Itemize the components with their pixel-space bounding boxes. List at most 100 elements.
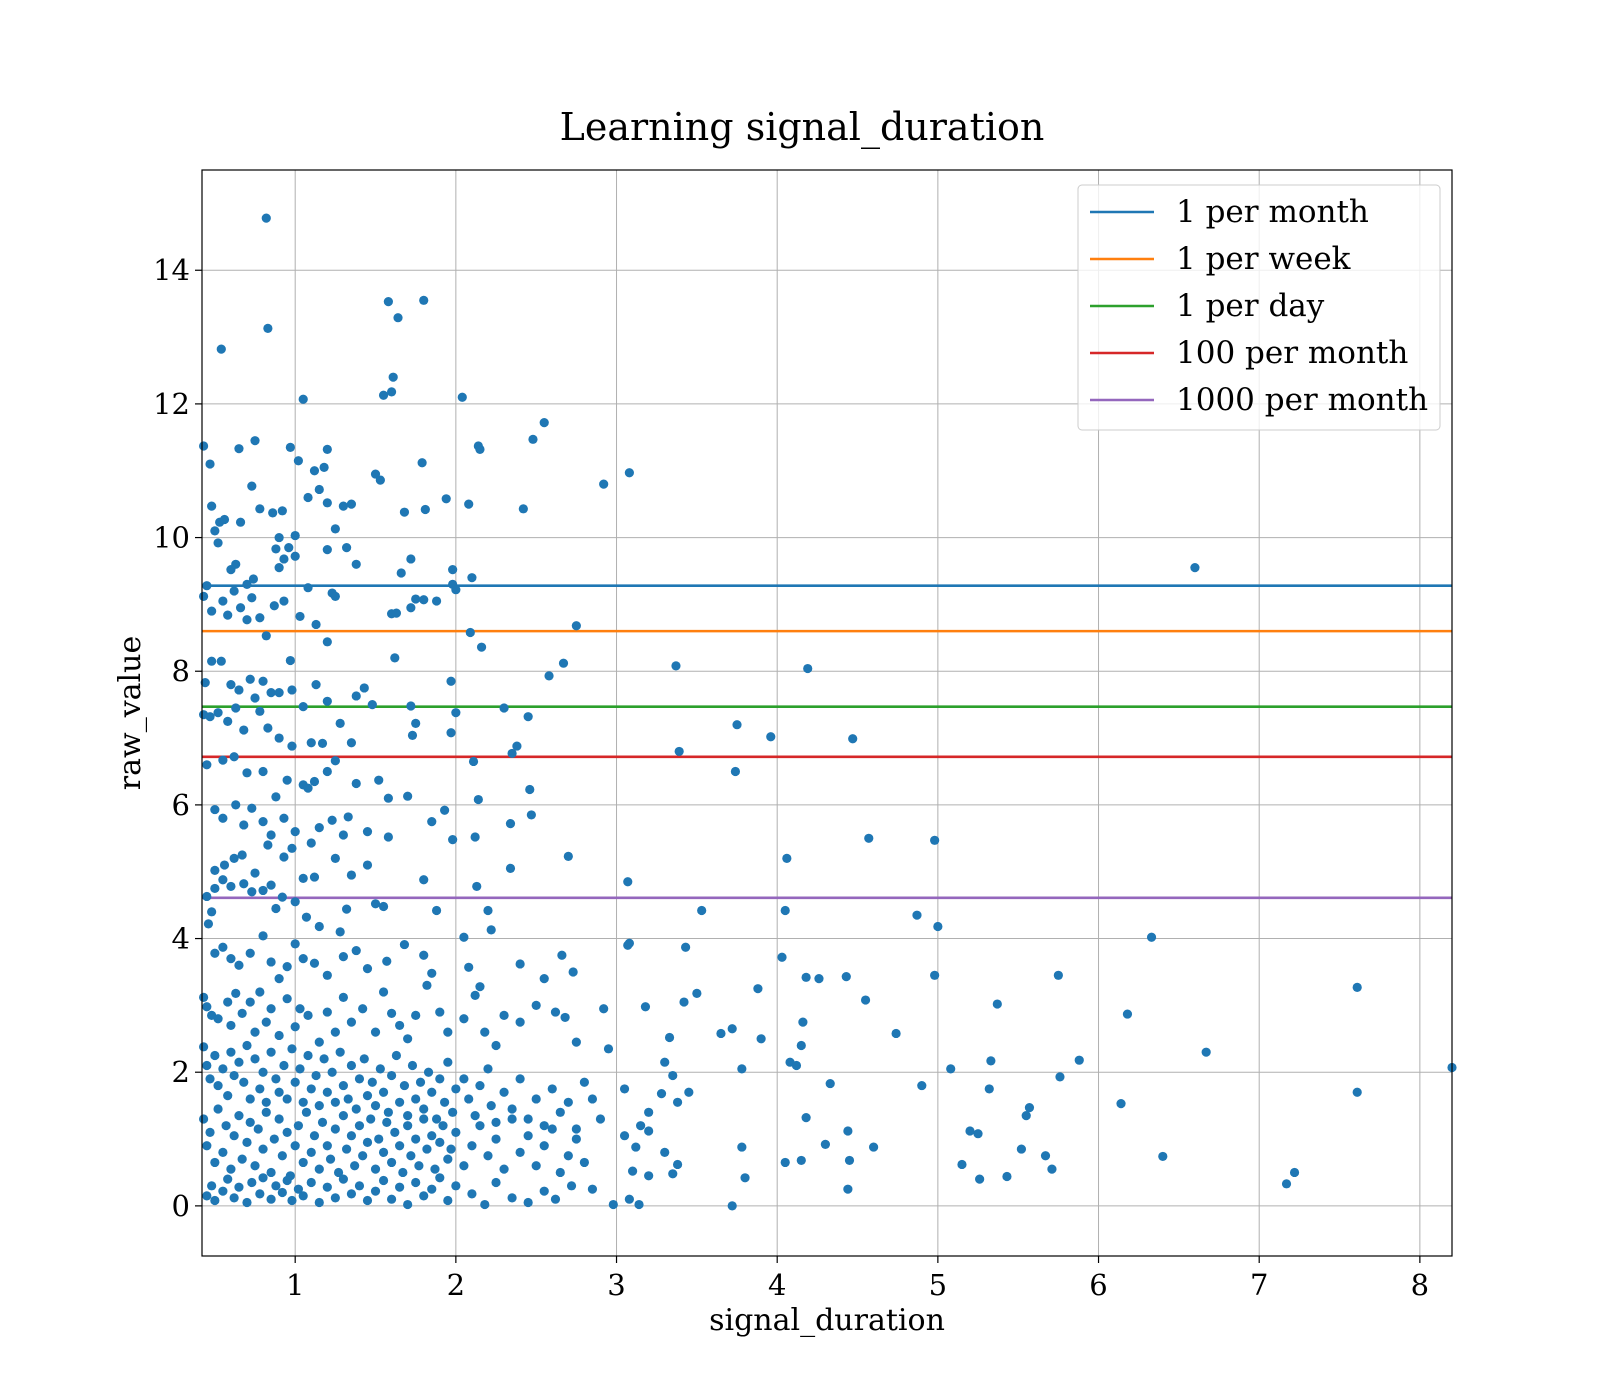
data-point — [298, 1157, 308, 1168]
data-point — [378, 987, 389, 997]
data-point — [358, 1004, 368, 1014]
data-point — [202, 891, 212, 902]
data-point — [499, 703, 509, 713]
data-point — [277, 1151, 287, 1161]
data-point — [242, 1040, 252, 1051]
data-point — [443, 1057, 453, 1067]
data-point — [231, 703, 241, 713]
data-point — [986, 1056, 996, 1066]
data-point — [287, 1195, 297, 1206]
data-point — [218, 813, 228, 823]
data-point — [333, 1167, 344, 1178]
data-point — [1158, 1151, 1168, 1162]
data-point — [298, 954, 308, 964]
data-point — [374, 1134, 384, 1144]
data-point — [311, 1070, 321, 1081]
data-point — [213, 538, 223, 548]
data-point — [608, 1199, 618, 1210]
data-point — [1053, 970, 1063, 980]
data-point — [624, 938, 634, 948]
data-point — [539, 974, 549, 984]
data-point — [446, 1144, 456, 1154]
legend: 1 per month 1 per week 1 per day 100 per mo… — [1077, 184, 1441, 431]
data-point — [279, 554, 289, 564]
data-point — [255, 1084, 265, 1094]
data-point — [820, 1139, 830, 1149]
data-point — [539, 1121, 549, 1131]
data-point — [419, 1114, 429, 1124]
data-point — [274, 563, 284, 573]
reference-lines — [202, 584, 1452, 900]
data-point — [459, 1161, 469, 1171]
data-point — [383, 297, 393, 307]
data-point — [558, 658, 569, 668]
data-point — [399, 939, 410, 950]
data-point — [271, 903, 281, 914]
data-point — [298, 873, 308, 884]
data-point — [303, 583, 313, 593]
data-point — [370, 1101, 381, 1111]
data-point — [539, 418, 549, 428]
data-point — [245, 1117, 255, 1127]
data-point — [435, 1007, 445, 1017]
data-point — [258, 676, 268, 686]
data-point — [277, 506, 287, 516]
data-point — [383, 793, 393, 803]
data-point — [229, 1131, 239, 1141]
y-tick-label: 10 — [153, 521, 190, 555]
data-point — [523, 712, 533, 722]
data-point — [443, 1154, 453, 1164]
data-point — [467, 1141, 477, 1151]
data-point — [293, 456, 304, 466]
data-point — [1002, 1171, 1012, 1182]
y-tick-label: 4 — [172, 922, 190, 956]
data-point — [346, 499, 357, 509]
data-point — [322, 1141, 332, 1151]
data-point — [459, 1014, 469, 1024]
data-point — [403, 1034, 413, 1044]
data-point — [263, 323, 273, 333]
data-point — [223, 997, 233, 1007]
data-point — [205, 1074, 215, 1084]
data-point — [330, 1193, 340, 1203]
data-point — [563, 1151, 573, 1161]
data-point — [984, 1084, 994, 1094]
data-point — [796, 1155, 806, 1166]
data-point — [660, 1147, 670, 1158]
data-point — [782, 853, 792, 863]
data-point — [378, 1087, 389, 1097]
data-point — [531, 1000, 541, 1010]
data-point — [1352, 1087, 1362, 1097]
data-point — [202, 1141, 212, 1151]
data-point — [636, 1121, 646, 1131]
data-point — [486, 925, 496, 935]
data-point — [207, 1181, 217, 1191]
data-point — [250, 693, 260, 703]
data-point — [309, 872, 320, 882]
data-point — [234, 1182, 244, 1192]
data-point — [346, 1131, 357, 1141]
data-point — [199, 1042, 209, 1052]
data-point — [202, 1191, 212, 1201]
data-point — [470, 832, 480, 842]
data-point — [825, 1078, 835, 1089]
data-point — [207, 606, 217, 616]
data-point — [274, 532, 284, 543]
data-point — [207, 501, 217, 511]
data-point — [255, 1189, 265, 1199]
data-point — [346, 1017, 357, 1027]
data-point — [279, 596, 289, 606]
data-point — [205, 712, 215, 722]
data-point — [419, 295, 429, 305]
data-point — [507, 1104, 517, 1114]
data-point — [282, 994, 292, 1004]
data-point — [266, 1004, 276, 1014]
data-point — [531, 1161, 541, 1171]
data-point — [1281, 1179, 1292, 1189]
data-point — [306, 738, 316, 748]
data-point — [342, 904, 352, 914]
data-point — [395, 1141, 405, 1151]
data-point — [261, 1107, 271, 1117]
data-point — [322, 637, 332, 647]
data-point — [351, 559, 361, 569]
